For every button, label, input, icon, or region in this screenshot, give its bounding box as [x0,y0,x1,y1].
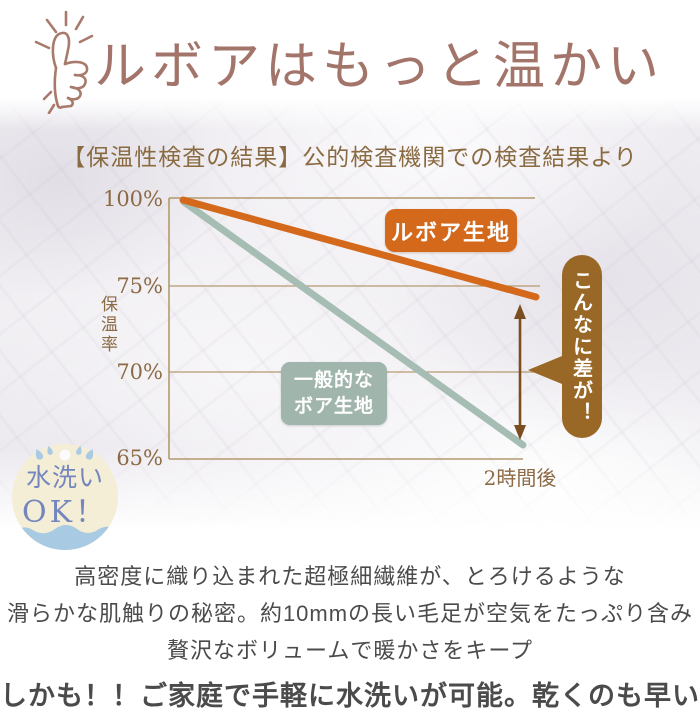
water-drop-icon [35,446,94,460]
body-copy-line3: 贅沢なボリュームで暖かさをキープ [166,638,534,663]
boa-series-label-line2: ボア生地 [293,395,374,417]
washable-badge: 水洗い OK！ [11,439,119,553]
body-copy-line1: 高密度に織り込まれた超極細繊維が、とろけるような [74,564,626,589]
ytick-75: 75% [116,274,163,298]
ytick-100: 100% [102,187,163,211]
callout-tail [528,356,562,384]
difference-arrow [514,304,526,440]
body-copy-line2: 滑らかな肌触りの秘密。約10mmの長い毛足が空気をたっぷり含み [6,601,694,626]
badge-text-line1: 水洗い [25,463,104,492]
ytick-70: 70% [116,360,163,384]
ruboa-series-label-text: ルボア生地 [390,219,511,245]
page-title: ルボアはもっと温かい [94,37,665,97]
body-copy: 高密度に織り込まれた超極細繊維が、とろけるような 滑らかな肌触りの秘密。約10m… [0,558,700,713]
boa-series-label: 一般的な ボア生地 [281,362,387,425]
boa-series-label-line1: 一般的な [293,369,374,391]
difference-callout-text: こんなに差が！ [569,269,594,424]
difference-callout: こんなに差が！ [562,255,602,438]
ruboa-series-line [179,196,540,301]
ytick-65: 65% [116,446,163,470]
washable-badge-art [12,444,118,550]
badge-text-line2: OK！ [21,495,108,530]
ruboa-series-label: ルボア生地 [385,209,517,252]
section-heading: 【保温性検査の結果】公的検査機関での検査結果より [62,145,638,171]
thumbs-up-icon [34,10,94,114]
y-axis-label: 保温率 [97,295,117,355]
boa-series-line [180,198,527,449]
body-copy-highlight: しかも！！ご家庭で手軽に水洗いが可能。乾くのも早い [0,681,700,711]
x-axis-label: 2時間後 [483,466,557,490]
